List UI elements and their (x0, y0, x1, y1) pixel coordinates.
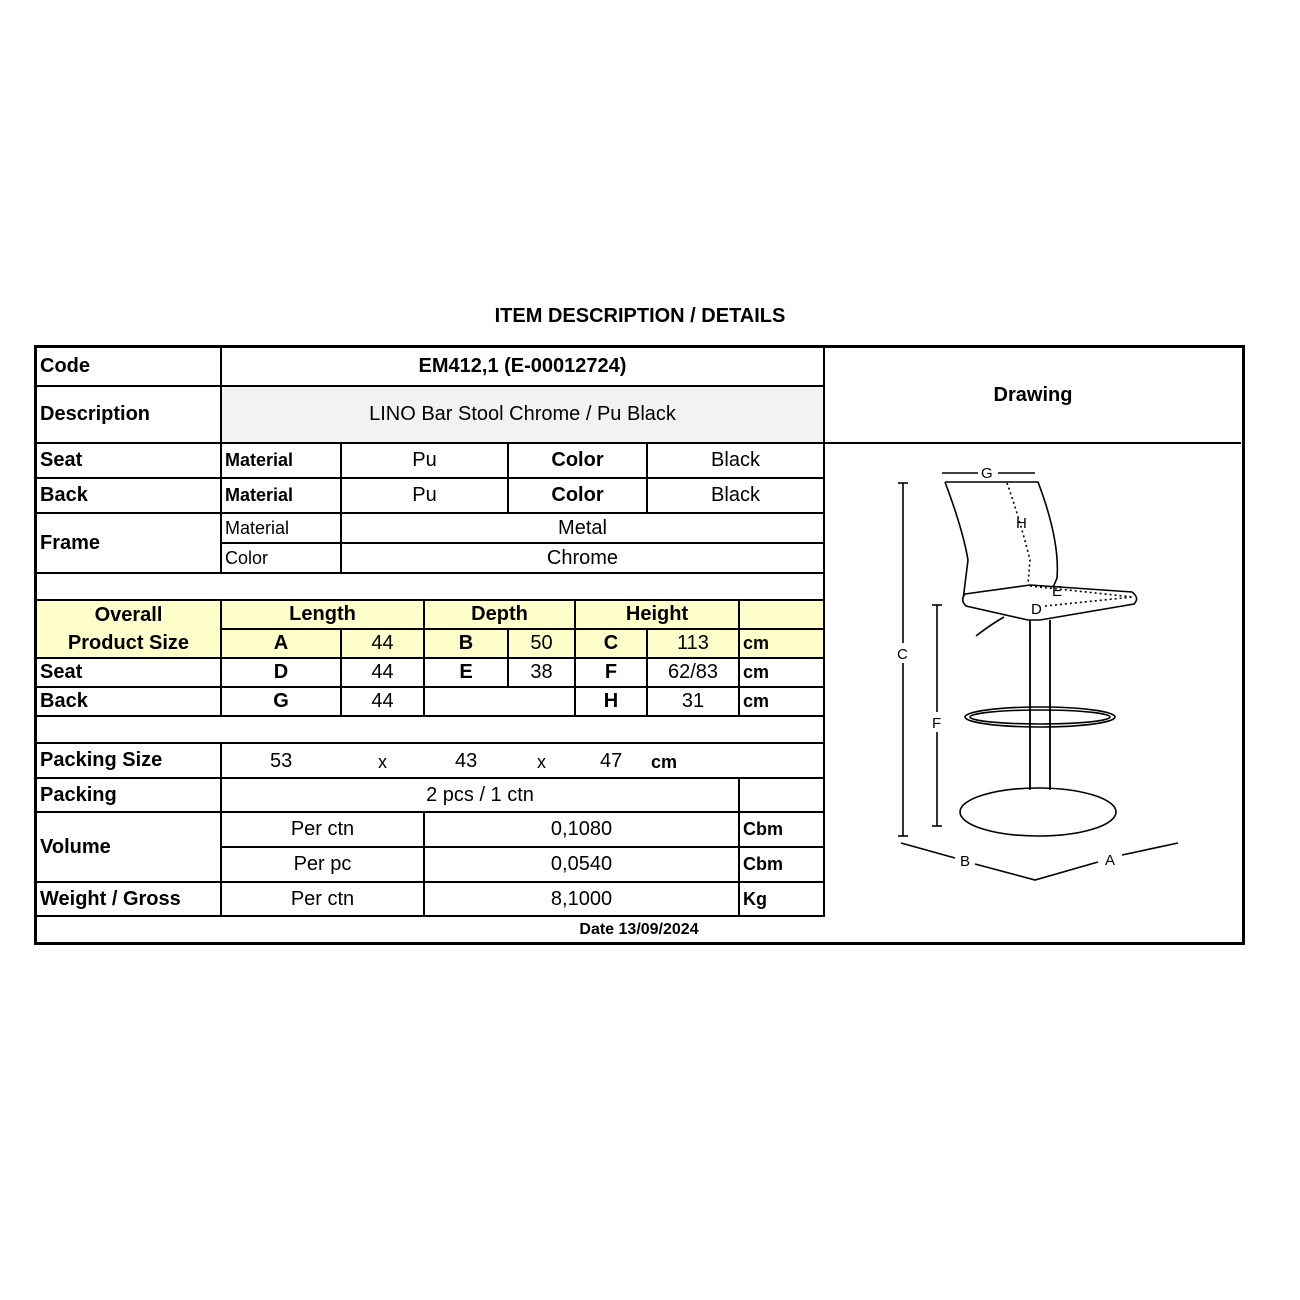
code-label: Code (37, 348, 222, 387)
page-title: ITEM DESCRIPTION / DETAILS (494, 305, 786, 327)
backrest-outline (944, 481, 1059, 601)
overall-unit: cm (740, 630, 825, 659)
back-color: Black (648, 479, 825, 514)
weight-value: 8,1000 (425, 883, 740, 917)
dim-h: H (576, 688, 648, 717)
label-e: E (1052, 583, 1062, 600)
seat-outline (961, 584, 1138, 621)
column (1009, 620, 1065, 809)
frame-color: Chrome (342, 544, 825, 574)
dim-f-value: 62/83 (648, 659, 740, 688)
drawing-label: Drawing (825, 348, 1241, 444)
seat-material: Pu (342, 444, 509, 479)
date: Date 13/09/2024 (579, 920, 699, 938)
packing-size-row (222, 744, 825, 779)
dim-line-a-b (900, 842, 1179, 881)
packing-value: 2 pcs / 1 ctn (222, 779, 740, 813)
base (959, 787, 1117, 837)
dim-b: B (425, 630, 509, 659)
size-back-label: Back (37, 688, 222, 717)
size-seat-label: Seat (37, 659, 222, 688)
frame-color-label: Color (222, 544, 342, 574)
frame-label: Frame (37, 514, 222, 574)
label-b: B (960, 853, 970, 870)
dim-d: D (222, 659, 342, 688)
label-a: A (1105, 852, 1115, 869)
back-unit: cm (740, 688, 825, 717)
dim-c: C (576, 630, 648, 659)
dim-b-value: 50 (509, 630, 576, 659)
volume-per-ctn-label: Per ctn (222, 813, 425, 848)
packing-length: 53 (270, 750, 293, 772)
footrest-ring-inner (969, 709, 1111, 725)
frame-material-label: Material (222, 514, 342, 544)
seat-label: Seat (37, 444, 222, 479)
back-material: Pu (342, 479, 509, 514)
weight-unit: Kg (740, 883, 825, 917)
spacer-row (37, 574, 825, 601)
dim-e-value: 38 (509, 659, 576, 688)
dim-h-value: 31 (648, 688, 740, 717)
seat-material-label: Material (222, 444, 342, 479)
volume-unit: Cbm (740, 813, 825, 848)
volume-unit: Cbm (740, 848, 825, 883)
dim-g-value: 44 (342, 688, 425, 717)
back-material-label: Material (222, 479, 342, 514)
seat-color: Black (648, 444, 825, 479)
back-label: Back (37, 479, 222, 514)
spacer-row (37, 717, 825, 744)
length-header: Length (222, 601, 425, 630)
times-sign: x (378, 752, 387, 772)
packing-size-label: Packing Size (37, 744, 222, 779)
weight-label: Weight / Gross (37, 883, 222, 917)
packing-width: 43 (455, 750, 478, 772)
dim-a: A (222, 630, 342, 659)
dim-g: G (222, 688, 342, 717)
label-d: D (1031, 601, 1042, 618)
times-sign: x (537, 752, 546, 772)
volume-label: Volume (37, 813, 222, 883)
dim-c-value: 113 (648, 630, 740, 659)
volume-per-ctn: 0,1080 (425, 813, 740, 848)
unit-header (740, 601, 825, 630)
back-color-label: Color (509, 479, 648, 514)
label-c: C (897, 646, 908, 663)
seat-color-label: Color (509, 444, 648, 479)
empty-cell (740, 779, 825, 813)
depth-header: Depth (425, 601, 576, 630)
label-g: G (981, 465, 993, 482)
frame-material: Metal (342, 514, 825, 544)
dim-a-value: 44 (342, 630, 425, 659)
description-label: Description (37, 387, 222, 444)
packing-unit: cm (651, 752, 678, 772)
dim-line-d-e (1029, 585, 1134, 607)
weight-per-ctn-label: Per ctn (222, 883, 425, 917)
volume-per-pc-label: Per pc (222, 848, 425, 883)
dim-d-value: 44 (342, 659, 425, 688)
empty-cell (425, 688, 576, 717)
dim-f: F (576, 659, 648, 688)
gas-lever (975, 616, 1005, 637)
height-header: Height (576, 601, 740, 630)
label-f: F (932, 715, 941, 732)
label-h: H (1016, 515, 1027, 532)
description-value: LINO Bar Stool Chrome / Pu Black (222, 387, 825, 444)
dim-line-h (1006, 482, 1031, 585)
packing-label: Packing (37, 779, 222, 813)
code-value: EM412,1 (E-00012724) (222, 348, 825, 387)
overall-size-label: Overall Product Size (37, 601, 222, 659)
dim-e: E (425, 659, 509, 688)
volume-per-pc: 0,0540 (425, 848, 740, 883)
seat-unit: cm (740, 659, 825, 688)
footrest-ring (964, 706, 1116, 728)
packing-height: 47 (600, 750, 623, 772)
spec-table (34, 345, 1245, 945)
